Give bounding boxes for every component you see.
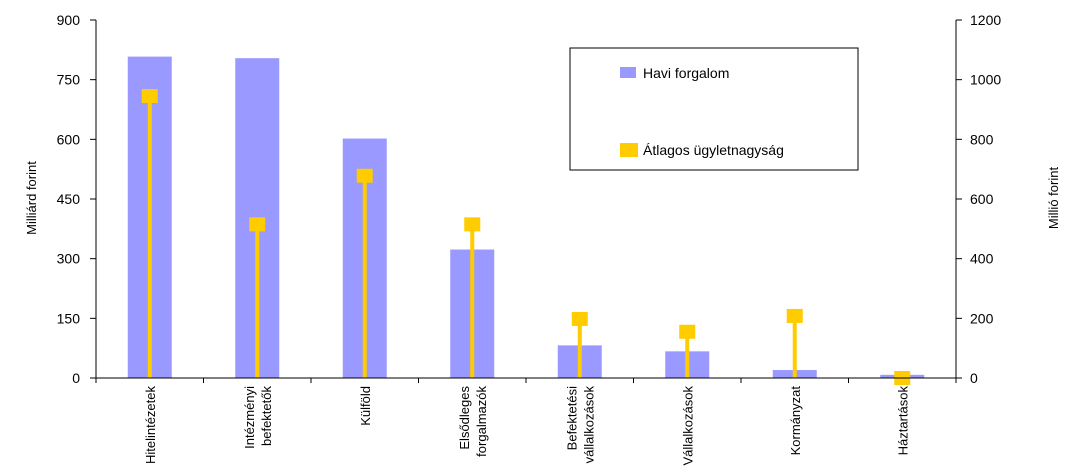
lollipop-marker xyxy=(571,311,588,326)
category-label: Vállalkozások xyxy=(680,386,695,466)
category-label-line: Hitelintézetek xyxy=(143,386,158,465)
lollipop-marker xyxy=(249,217,266,232)
y-left-tick-label: 450 xyxy=(57,191,81,207)
category-label-line: Elsődleges xyxy=(457,386,472,450)
category-label: Háztartások xyxy=(895,386,910,456)
legend-label-bar: Havi forgalom xyxy=(643,65,729,81)
y-left-tick-label: 900 xyxy=(57,12,81,28)
y-left-tick-label: 0 xyxy=(72,370,80,386)
lollipop-marker xyxy=(141,89,158,104)
lollipop-marker xyxy=(464,217,481,232)
category-label-line: Vállalkozások xyxy=(680,386,695,466)
category-label: Intézményi befektetők xyxy=(242,386,274,449)
lollipop-series xyxy=(141,89,911,385)
category-label-line: forgalmazók xyxy=(474,386,489,457)
category-label-line: Háztartások xyxy=(895,386,910,456)
lollipop-marker xyxy=(679,324,696,339)
y-axis-left-label: Milliárd forint xyxy=(24,161,39,235)
y-right-tick-label: 1200 xyxy=(970,12,1001,28)
y-right-tick-label: 600 xyxy=(970,191,994,207)
category-label-line: Kormányzat xyxy=(788,386,803,456)
legend-swatch-lollipop xyxy=(620,143,638,157)
category-label-line: vállalkozások xyxy=(581,386,596,464)
y-right-tick-label: 800 xyxy=(970,131,994,147)
lollipop-marker xyxy=(786,308,803,323)
category-label: Elsődleges forgalmazók xyxy=(457,386,489,457)
category-label-line: Befektetési xyxy=(564,386,579,450)
category-label: Befektetési vállalkozások xyxy=(564,386,596,464)
category-label-line: Intézményi xyxy=(242,386,257,449)
y-left-tick-label: 150 xyxy=(57,310,81,326)
lollipop-marker xyxy=(356,168,373,183)
y-left-tick-label: 300 xyxy=(57,251,81,267)
legend-box xyxy=(569,47,859,171)
y-right-tick-label: 400 xyxy=(970,251,994,267)
y-axis-right-label: Millió forint xyxy=(1046,167,1061,230)
axes: 0 150 300 450 600 750 900 0 200 400 600 800 1000 1200 xyxy=(57,12,1002,386)
legend-label-lollipop: Átlagos ügyletnagyság xyxy=(643,142,784,158)
category-label-line: Külföld xyxy=(358,386,373,426)
y-right-tick-label: 1000 xyxy=(970,72,1001,88)
y-left-tick-label: 600 xyxy=(57,131,81,147)
category-labels: Hitelintézetek Intézményi befektetők Külföl… xyxy=(143,386,911,466)
y-left-tick-label: 750 xyxy=(57,72,81,88)
category-label: Külföld xyxy=(358,386,373,426)
legend: Havi forgalom Átlagos ügyletnagyság xyxy=(569,47,859,171)
category-label: Kormányzat xyxy=(788,386,803,456)
y-right-tick-label: 200 xyxy=(970,310,994,326)
y-right-tick-label: 0 xyxy=(970,370,978,386)
category-label-line: befektetők xyxy=(259,386,274,446)
legend-swatch-bar xyxy=(620,67,636,78)
category-label: Hitelintézetek xyxy=(143,386,158,465)
